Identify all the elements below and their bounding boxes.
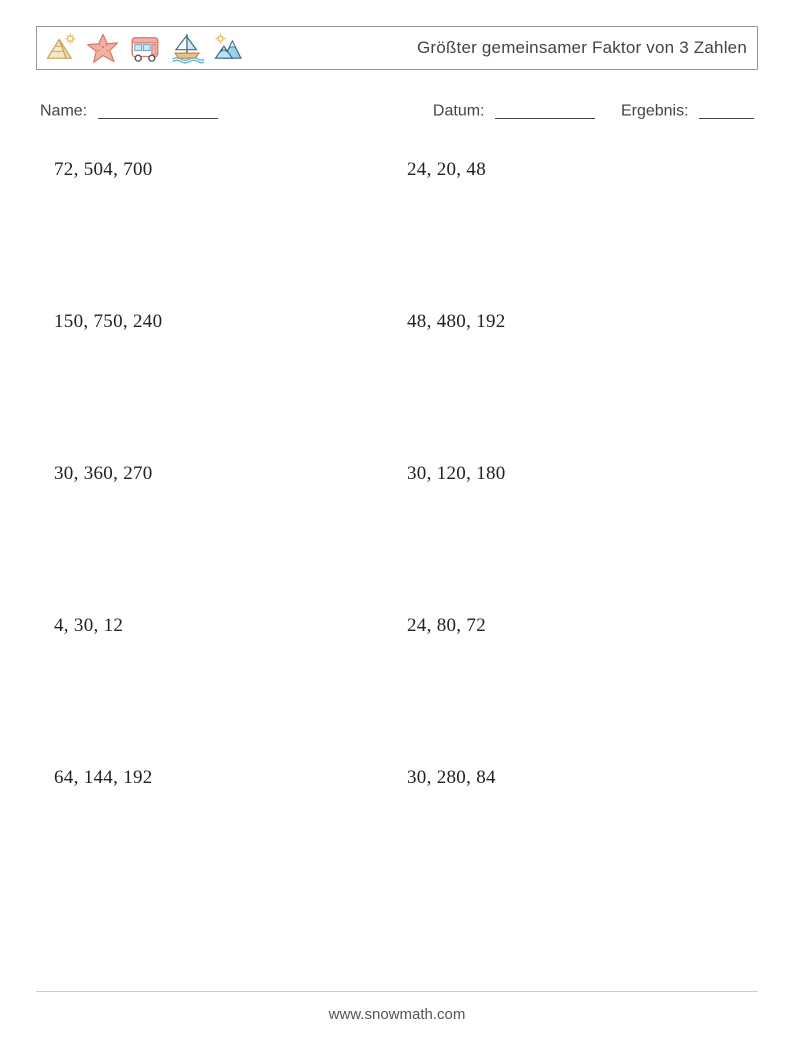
sailboat-icon: [169, 30, 205, 66]
problem-cell: 30, 360, 270: [36, 459, 397, 611]
date-blank[interactable]: [495, 101, 595, 119]
mountain-icon: [211, 30, 247, 66]
problem-cell: 4, 30, 12: [36, 611, 397, 763]
worksheet-page: Größter gemeinsamer Faktor von 3 Zahlen …: [0, 0, 794, 1053]
meta-date: Datum:: [433, 98, 595, 121]
header-icons: [43, 30, 247, 66]
problem-cell: 30, 280, 84: [397, 763, 758, 915]
pyramid-icon: [43, 30, 79, 66]
result-blank[interactable]: [699, 101, 754, 119]
header-bar: Größter gemeinsamer Faktor von 3 Zahlen: [36, 26, 758, 70]
problem-cell: 48, 480, 192: [397, 307, 758, 459]
footer: www.snowmath.com: [36, 991, 758, 1023]
date-label: Datum:: [433, 103, 485, 120]
meta-row: Name: Datum: Ergebnis:: [36, 98, 758, 121]
meta-result: Ergebnis:: [621, 98, 754, 121]
problems-grid: 72, 504, 700 24, 20, 48 150, 750, 240 48…: [36, 155, 758, 1053]
problem-cell: 150, 750, 240: [36, 307, 397, 459]
problem-cell: 64, 144, 192: [36, 763, 397, 915]
worksheet-title: Größter gemeinsamer Faktor von 3 Zahlen: [417, 38, 747, 58]
problem-cell: 72, 504, 700: [36, 155, 397, 307]
footer-url: www.snowmath.com: [329, 1006, 466, 1023]
bus-icon: [127, 30, 163, 66]
meta-name: Name:: [36, 98, 218, 121]
problem-cell: 24, 80, 72: [397, 611, 758, 763]
starfish-icon: [85, 30, 121, 66]
problem-cell: 24, 20, 48: [397, 155, 758, 307]
name-blank[interactable]: [98, 101, 218, 119]
problem-cell: 30, 120, 180: [397, 459, 758, 611]
result-label: Ergebnis:: [621, 103, 689, 120]
name-label: Name:: [40, 103, 87, 120]
